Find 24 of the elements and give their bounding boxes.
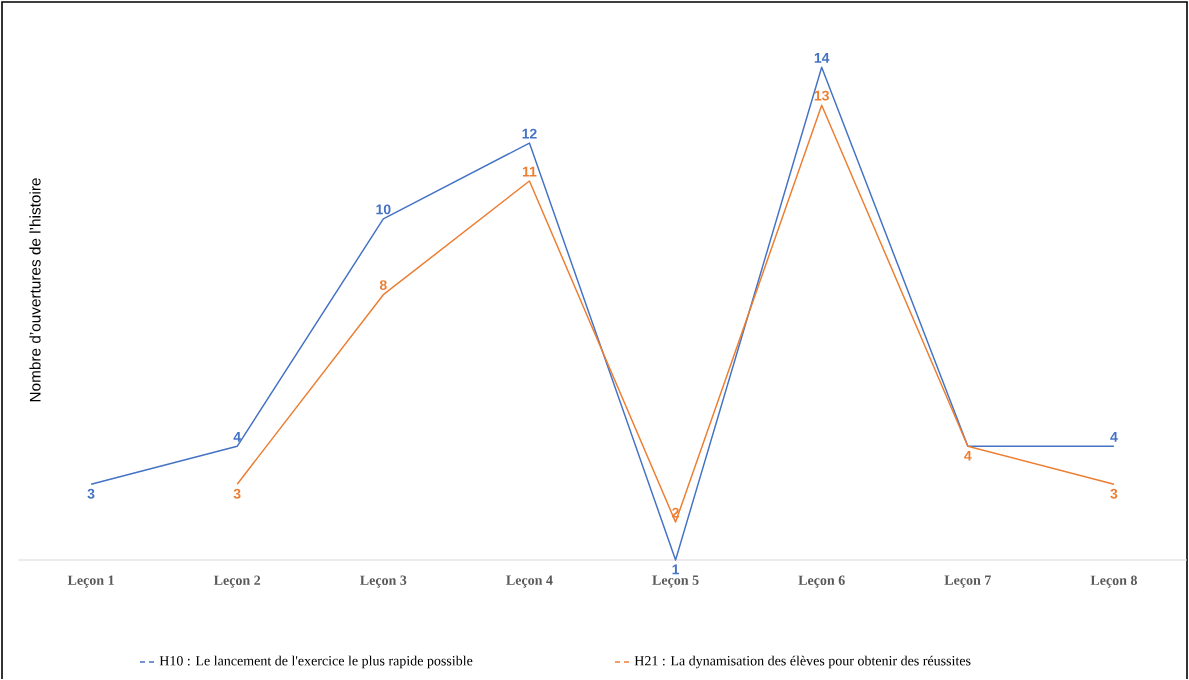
data-label: 8 <box>379 280 387 291</box>
x-tick-label: Leçon 3 <box>360 575 407 588</box>
data-label: 4 <box>233 432 241 442</box>
data-label: 10 <box>376 204 391 215</box>
data-label: 13 <box>814 90 829 101</box>
y-axis-title: Nombre d’ouvertures de l’histoire <box>29 178 41 402</box>
x-tick-label: Leçon 7 <box>944 575 991 588</box>
x-tick-label: Leçon 4 <box>506 575 553 588</box>
x-tick-label: Leçon 5 <box>652 575 699 588</box>
data-label: 3 <box>233 488 241 499</box>
data-label: 14 <box>814 53 830 63</box>
data-label: 12 <box>522 128 537 139</box>
data-label: 4 <box>964 451 972 461</box>
data-label: 11 <box>522 166 537 177</box>
x-tick-label: Leçon 1 <box>67 575 114 588</box>
data-label: 3 <box>1110 488 1118 499</box>
data-label: 3 <box>87 488 95 499</box>
legend-label: H10 : Le lancement de l'exercice le plus rapide possible <box>159 655 473 669</box>
data-label: 1 <box>672 564 680 575</box>
x-tick-label: Leçon 8 <box>1090 575 1137 588</box>
data-label: 4 <box>1110 432 1118 442</box>
x-tick-label: Leçon 2 <box>213 575 261 588</box>
legend-label: H21 : La dynamisation des élèves pour obtenir des réussites <box>634 655 971 669</box>
x-tick-label: Leçon 6 <box>798 575 845 588</box>
